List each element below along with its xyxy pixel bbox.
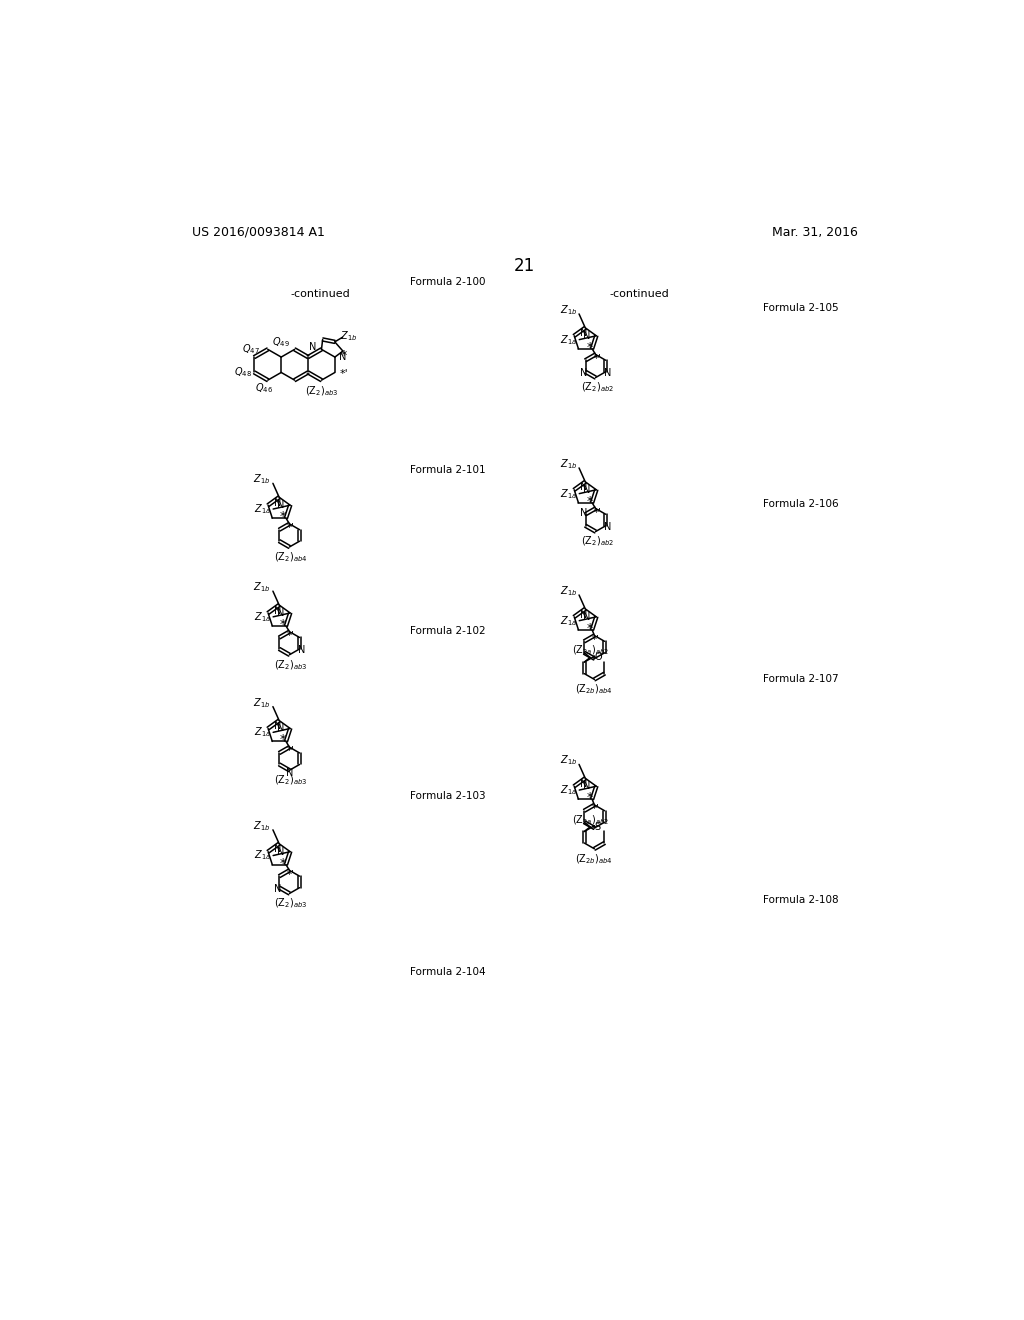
Text: O: O — [594, 652, 602, 663]
Text: Q$_{46}$: Q$_{46}$ — [255, 381, 273, 395]
Text: N: N — [298, 645, 305, 655]
Text: *: * — [586, 495, 593, 508]
Text: N: N — [274, 498, 282, 508]
Text: Z$_{1b}$: Z$_{1b}$ — [559, 585, 577, 598]
Text: Z$_{1b}$: Z$_{1b}$ — [559, 304, 577, 317]
Text: Formula 2-100: Formula 2-100 — [410, 277, 485, 288]
Text: Q$_{49}$: Q$_{49}$ — [272, 335, 290, 348]
Text: N: N — [276, 846, 284, 857]
Text: N: N — [604, 368, 611, 378]
Text: *': *' — [593, 354, 601, 364]
Text: US 2016/0093814 A1: US 2016/0093814 A1 — [191, 226, 325, 239]
Text: Z$_{1b}$: Z$_{1b}$ — [559, 457, 577, 471]
Text: (Z$_{2b}$)$_{ab4}$: (Z$_{2b}$)$_{ab4}$ — [575, 851, 613, 866]
Text: Formula 2-103: Formula 2-103 — [410, 791, 485, 801]
Text: N: N — [274, 845, 282, 854]
Text: *: * — [280, 510, 287, 523]
Text: N: N — [276, 609, 284, 618]
Text: (Z$_{2a}$)$_{ab2}$: (Z$_{2a}$)$_{ab2}$ — [571, 813, 609, 826]
Text: N: N — [581, 329, 588, 338]
Text: Z$_{1a}$: Z$_{1a}$ — [254, 726, 270, 739]
Text: *: * — [280, 618, 287, 631]
Text: N: N — [274, 721, 282, 731]
Text: N: N — [339, 352, 346, 362]
Text: Formula 2-108: Formula 2-108 — [763, 895, 839, 906]
Text: Z$_{1a}$: Z$_{1a}$ — [254, 849, 270, 862]
Text: N: N — [276, 500, 284, 511]
Text: (Z$_2$)$_{ab3}$: (Z$_2$)$_{ab3}$ — [274, 896, 307, 911]
Text: Z$_{1b}$: Z$_{1b}$ — [253, 696, 270, 710]
Text: S: S — [595, 822, 601, 832]
Text: N: N — [583, 612, 590, 622]
Text: N: N — [604, 521, 611, 532]
Text: Z$_{1b}$: Z$_{1b}$ — [253, 473, 270, 486]
Text: N: N — [580, 508, 587, 517]
Text: Formula 2-106: Formula 2-106 — [763, 499, 839, 510]
Text: Z$_{1b}$: Z$_{1b}$ — [559, 754, 577, 767]
Text: N: N — [309, 342, 316, 352]
Text: *': *' — [592, 635, 600, 644]
Text: N: N — [581, 779, 588, 789]
Text: Q$_{48}$: Q$_{48}$ — [233, 366, 252, 379]
Text: *': *' — [287, 523, 295, 533]
Text: N: N — [274, 606, 282, 615]
Text: Z$_{1a}$: Z$_{1a}$ — [560, 783, 577, 797]
Text: N: N — [583, 484, 590, 495]
Text: *': *' — [340, 370, 348, 379]
Text: *': *' — [593, 508, 601, 517]
Text: Formula 2-105: Formula 2-105 — [763, 302, 839, 313]
Text: Z$_{1a}$: Z$_{1a}$ — [560, 333, 577, 347]
Text: *': *' — [287, 746, 295, 756]
Text: (Z$_2$)$_{ab2}$: (Z$_2$)$_{ab2}$ — [581, 535, 613, 548]
Text: -continued: -continued — [609, 289, 670, 298]
Text: N: N — [273, 884, 281, 894]
Text: Formula 2-107: Formula 2-107 — [763, 673, 839, 684]
Text: 21: 21 — [514, 257, 536, 275]
Text: *: * — [341, 348, 347, 362]
Text: Q$_{47}$: Q$_{47}$ — [242, 342, 259, 356]
Text: (Z$_2$)$_{ab3}$: (Z$_2$)$_{ab3}$ — [305, 384, 338, 397]
Text: Z$_{1b}$: Z$_{1b}$ — [340, 329, 357, 343]
Text: (Z$_2$)$_{ab3}$: (Z$_2$)$_{ab3}$ — [274, 774, 307, 787]
Text: *': *' — [287, 870, 295, 879]
Text: *: * — [586, 341, 593, 354]
Text: N: N — [581, 483, 588, 492]
Text: Formula 2-102: Formula 2-102 — [410, 626, 485, 636]
Text: (Z$_2$)$_{ab4}$: (Z$_2$)$_{ab4}$ — [274, 550, 308, 564]
Text: *': *' — [592, 804, 600, 814]
Text: Formula 2-101: Formula 2-101 — [410, 466, 485, 475]
Text: Z$_{1a}$: Z$_{1a}$ — [560, 487, 577, 500]
Text: Z$_{1a}$: Z$_{1a}$ — [560, 614, 577, 627]
Text: *: * — [280, 857, 287, 870]
Text: Z$_{1b}$: Z$_{1b}$ — [253, 581, 270, 594]
Text: *: * — [586, 622, 593, 635]
Text: *: * — [280, 734, 287, 746]
Text: (Z$_{2b}$)$_{ab4}$: (Z$_{2b}$)$_{ab4}$ — [575, 682, 613, 696]
Text: (Z$_2$)$_{ab2}$: (Z$_2$)$_{ab2}$ — [581, 380, 613, 395]
Text: N: N — [581, 610, 588, 619]
Text: Z$_{1b}$: Z$_{1b}$ — [253, 820, 270, 833]
Text: -continued: -continued — [291, 289, 350, 298]
Text: *: * — [586, 791, 593, 804]
Text: N: N — [580, 368, 587, 378]
Text: Formula 2-104: Formula 2-104 — [410, 966, 485, 977]
Text: N: N — [583, 781, 590, 791]
Text: (Z$_{2a}$)$_{ab2}$: (Z$_{2a}$)$_{ab2}$ — [571, 644, 609, 657]
Text: Mar. 31, 2016: Mar. 31, 2016 — [772, 226, 858, 239]
Text: N: N — [276, 723, 284, 734]
Text: N: N — [286, 767, 293, 777]
Text: (Z$_2$)$_{ab3}$: (Z$_2$)$_{ab3}$ — [274, 657, 307, 672]
Text: Z$_{1a}$: Z$_{1a}$ — [254, 502, 270, 516]
Text: Z$_{1a}$: Z$_{1a}$ — [254, 610, 270, 624]
Text: *': *' — [287, 631, 295, 642]
Text: N: N — [583, 331, 590, 341]
